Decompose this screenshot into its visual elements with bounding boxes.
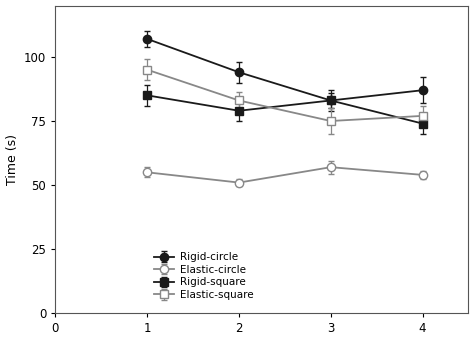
Legend: Rigid-circle, Elastic-circle, Rigid-square, Elastic-square: Rigid-circle, Elastic-circle, Rigid-squa… (152, 250, 255, 302)
Y-axis label: Time (s): Time (s) (6, 134, 18, 185)
